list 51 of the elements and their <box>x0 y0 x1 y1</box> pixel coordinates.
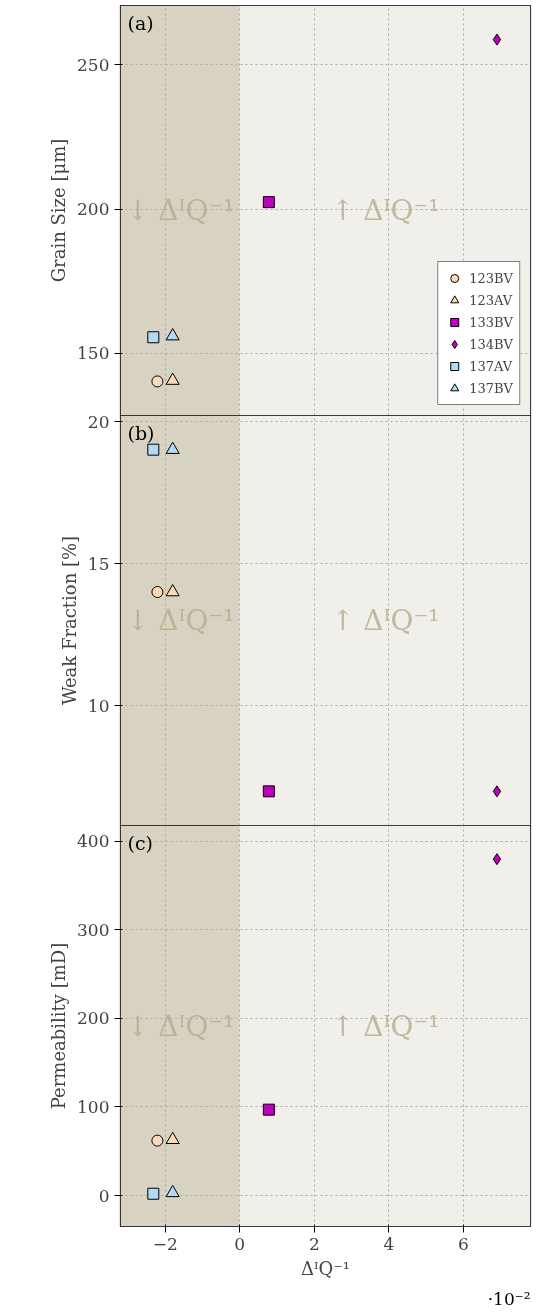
band-label: ↑ ΔᴵQ⁻¹ <box>330 194 440 227</box>
chart-title: (b) <box>127 421 155 444</box>
point <box>165 1184 180 1198</box>
x-tick-label: −2 <box>152 1233 178 1254</box>
text: ·10⁻² <box>487 1288 531 1309</box>
y-axis-title: Weak Fraction [%] <box>58 535 80 706</box>
y-tick-label: 400 <box>77 831 110 852</box>
y-axis-title: Permeability [mD] <box>48 942 70 1110</box>
point <box>165 584 180 597</box>
point <box>492 33 502 46</box>
point <box>492 853 502 866</box>
point <box>165 372 180 385</box>
chart-title: (c) <box>127 831 153 854</box>
y-tick-label: 15 <box>87 553 110 574</box>
x-tick-label: 4 <box>383 1233 395 1254</box>
legend-label: 133BV <box>469 313 513 332</box>
y-tick-label: 150 <box>77 343 110 364</box>
point <box>147 443 160 456</box>
point <box>165 441 180 454</box>
y-tick-label: 0 <box>98 1185 110 1206</box>
point <box>151 375 164 388</box>
legend-label: 123AV <box>469 291 513 310</box>
y-tick-label: 200 <box>77 1008 110 1029</box>
y-tick-label: 20 <box>87 411 110 432</box>
point <box>165 328 180 341</box>
y-tick-label: 300 <box>77 919 110 940</box>
chart-title: (a) <box>127 11 154 34</box>
y-tick-label: 10 <box>87 695 110 716</box>
band-label: ↑ ΔᴵQ⁻¹ <box>330 604 440 637</box>
x-tick-label: 2 <box>308 1233 320 1254</box>
point <box>151 586 164 599</box>
point <box>147 331 160 344</box>
legend-label: 123BV <box>469 269 513 288</box>
y-axis-title: Grain Size [μm] <box>48 138 70 283</box>
legend-label: 137BV <box>469 379 513 398</box>
legend-label: 134BV <box>469 335 513 354</box>
y-tick-label: 200 <box>77 199 110 220</box>
point <box>147 1187 160 1200</box>
y-tick-label: 250 <box>77 54 110 75</box>
band-label: ↑ ΔᴵQ⁻¹ <box>330 1009 440 1043</box>
y-tick-label: 100 <box>77 1097 110 1117</box>
x-axis-title: ΔᴵQ⁻¹ <box>301 1257 350 1279</box>
x-tick-label: 0 <box>234 1233 246 1254</box>
x-tick-label: 6 <box>458 1233 469 1254</box>
point <box>165 1131 180 1144</box>
point <box>262 785 275 798</box>
point <box>492 785 502 798</box>
legend-label: 137AV <box>469 357 513 376</box>
point <box>262 196 275 209</box>
point <box>262 1103 275 1116</box>
point <box>151 1134 164 1147</box>
